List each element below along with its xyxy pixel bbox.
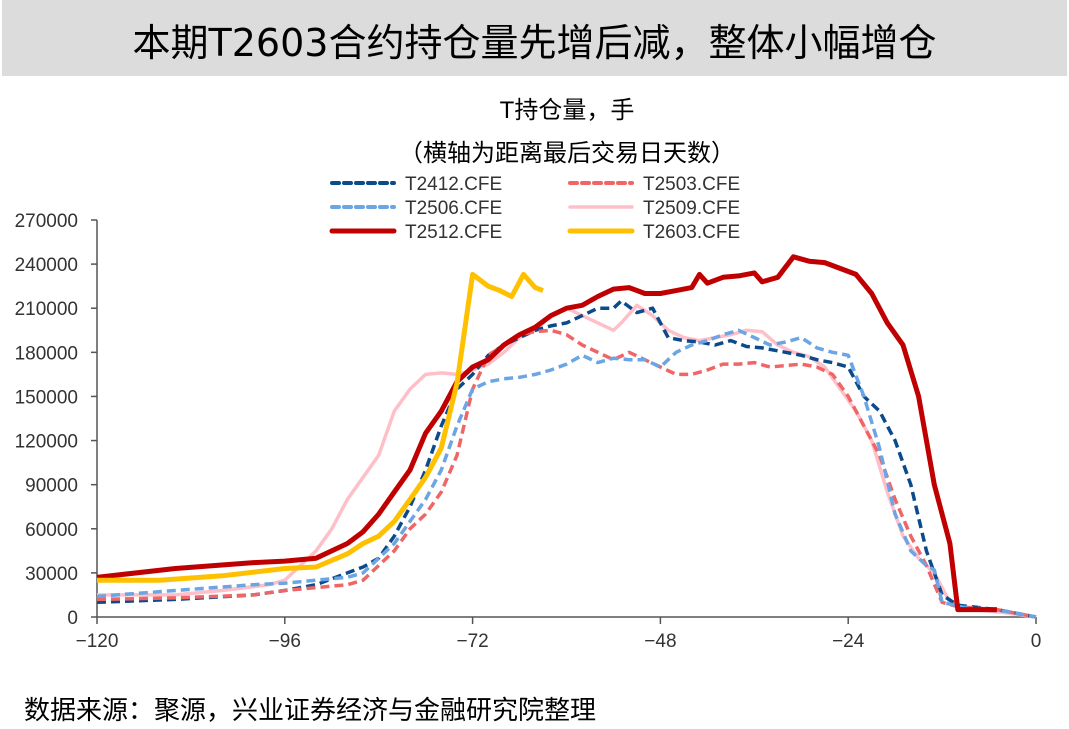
x-tick-label: 0 [1031,631,1042,652]
y-tick-label: 210000 [15,299,78,320]
y-tick-label: 30000 [25,564,78,585]
y-tick-label: 180000 [15,343,78,364]
series-line-t2506-cfe [96,328,1037,619]
legend-label: T2512.CFE [405,222,502,243]
x-tick-label: −72 [456,631,488,652]
x-tick-label: −48 [644,631,676,652]
title-banner: 本期T2603合约持仓量先增后减，整体小幅增仓 [2,0,1067,76]
chart-title: T持仓量，手 [500,97,635,124]
y-tick-label: 60000 [25,520,78,541]
chart-subtitle: （横轴为距离最后交易日天数） [399,140,735,167]
legend-label: T2503.CFE [643,174,740,195]
y-tick-label: 270000 [15,211,78,232]
series-line-t2503-cfe [96,328,1037,619]
x-tick-label: −120 [76,631,119,652]
y-tick-label: 240000 [15,255,78,276]
legend-label: T2506.CFE [405,198,502,219]
page-title: 本期T2603合约持仓量先增后减，整体小幅增仓 [132,21,937,65]
x-tick-label: −96 [269,631,301,652]
legend-label: T2412.CFE [405,174,502,195]
y-tick-label: 150000 [15,387,78,408]
series-line-t2509-cfe [97,303,1037,619]
x-tick-label: −24 [832,631,865,652]
source-note: 数据来源：聚源，兴业证券经济与金融研究院整理 [24,696,597,726]
y-tick-label: 120000 [15,432,78,453]
series-line-t2512-cfe [96,254,997,613]
series-line-t2603-cfe [97,271,544,583]
y-tick-label: 0 [67,608,78,629]
legend-label: T2509.CFE [643,198,740,219]
series-line-t2412-cfe [96,299,1037,619]
legend-label: T2603.CFE [643,222,740,243]
y-tick-label: 90000 [25,476,78,497]
